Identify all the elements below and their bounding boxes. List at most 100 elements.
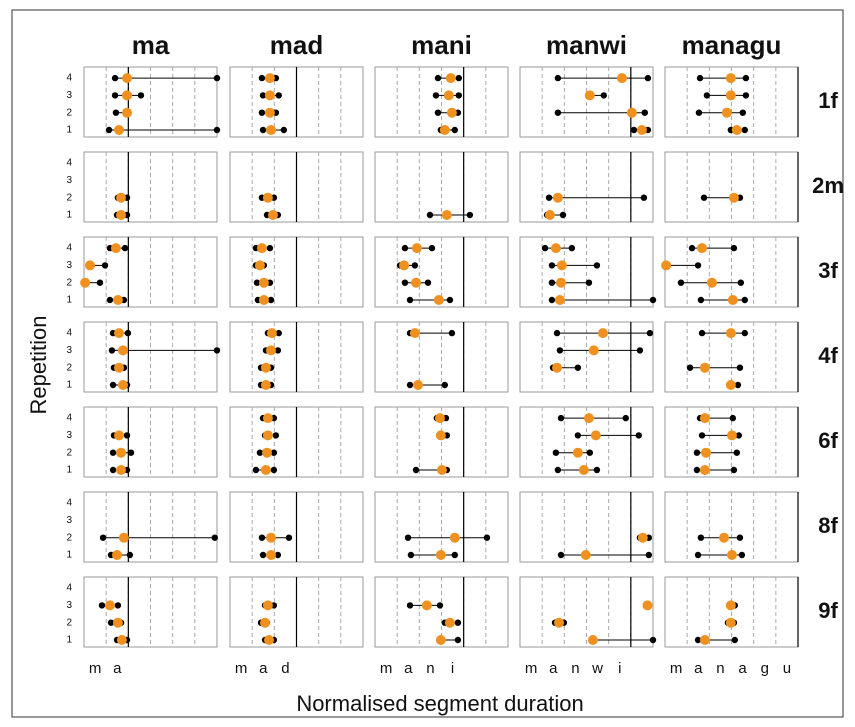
mid-dot — [731, 125, 742, 135]
max-dot — [742, 74, 750, 82]
rep-label: 2 — [66, 192, 72, 203]
rep-label: 3 — [66, 345, 72, 356]
min-dot — [406, 381, 414, 389]
mid-dot — [544, 210, 555, 220]
max-dot — [636, 347, 644, 354]
max-dot — [736, 534, 744, 541]
max-dot — [127, 449, 135, 456]
mid-dot — [266, 550, 277, 560]
min-dot — [111, 74, 119, 82]
mid-dot — [642, 600, 653, 611]
max-dot — [694, 262, 702, 269]
max-dot — [738, 551, 746, 559]
max-dot — [585, 279, 593, 286]
mid-dot — [725, 90, 736, 101]
mid-dot — [435, 635, 446, 645]
min-dot — [111, 92, 119, 99]
mid-dot — [725, 617, 736, 628]
rep-label: 3 — [66, 90, 72, 101]
mid-dot — [590, 430, 601, 441]
max-dot — [114, 602, 122, 609]
speaker-label: 3f — [818, 258, 838, 283]
frame — [11, 9, 844, 718]
mid-dot — [114, 430, 125, 441]
rep-label: 4 — [66, 158, 72, 169]
mid-dot — [550, 243, 561, 254]
max-dot — [622, 414, 629, 422]
min-dot — [108, 347, 116, 354]
rep-label: 3 — [66, 260, 72, 271]
mid-dot — [434, 413, 445, 424]
max-dot — [137, 92, 145, 99]
max-dot — [428, 244, 436, 252]
max-dot — [737, 279, 745, 286]
max-dot — [280, 126, 288, 134]
mid-dot — [556, 260, 567, 271]
mid-dot — [699, 413, 710, 424]
mid-dot — [699, 465, 710, 475]
max-dot — [454, 636, 462, 644]
max-dot — [734, 381, 742, 389]
max-dot — [101, 262, 109, 269]
max-dot — [451, 126, 458, 134]
rep-label: 4 — [66, 413, 72, 424]
max-dot — [483, 534, 491, 541]
max-dot — [586, 449, 594, 456]
mid-dot — [258, 277, 269, 288]
mid-dot — [122, 90, 133, 101]
mid-dot — [699, 635, 710, 645]
mid-dot — [725, 600, 736, 611]
mid-dot — [445, 73, 456, 84]
max-dot — [736, 364, 744, 371]
mid-dot — [256, 243, 267, 254]
max-dot — [733, 449, 741, 456]
mid-dot — [112, 550, 123, 560]
mid-dot — [116, 210, 127, 220]
mid-dot — [80, 277, 91, 288]
mid-dot — [597, 328, 608, 339]
mid-dot — [112, 295, 123, 305]
segment-label: a — [738, 660, 747, 677]
mid-dot — [578, 465, 589, 475]
min-dot — [548, 279, 556, 286]
min-dot — [404, 534, 412, 541]
min-dot — [109, 449, 117, 456]
mid-dot — [726, 550, 737, 560]
mid-dot — [727, 295, 738, 305]
mid-dot — [260, 617, 271, 628]
segment-label: m — [670, 660, 683, 677]
min-dot — [698, 329, 706, 337]
rep-label: 1 — [66, 210, 72, 221]
max-dot — [270, 466, 278, 474]
mid-dot — [114, 328, 125, 339]
mid-dot — [112, 617, 123, 628]
min-dot — [697, 534, 705, 541]
mid-dot — [421, 600, 432, 611]
rep-label: 2 — [66, 277, 72, 288]
max-dot — [741, 296, 748, 304]
rep-label: 4 — [66, 243, 72, 254]
min-dot — [552, 449, 560, 456]
min-dot — [574, 432, 582, 439]
min-dot — [545, 194, 553, 201]
mid-dot — [588, 345, 599, 356]
mid-dot — [583, 413, 594, 424]
mid-dot — [118, 345, 129, 356]
min-dot — [256, 449, 264, 456]
min-dot — [700, 194, 708, 201]
max-dot — [272, 432, 280, 439]
min-dot — [434, 109, 442, 116]
max-dot — [451, 551, 458, 559]
max-dot — [454, 619, 462, 626]
mid-dot — [636, 125, 647, 135]
mid-dot — [266, 532, 277, 543]
mid-dot — [449, 532, 460, 543]
rep-label: 1 — [66, 635, 72, 646]
max-dot — [729, 414, 737, 422]
speaker-label: 9f — [818, 598, 838, 623]
max-dot — [644, 74, 652, 82]
min-dot — [401, 279, 409, 286]
max-dot — [446, 296, 454, 304]
y-axis-title: Repetition — [26, 315, 51, 414]
mid-dot — [268, 210, 279, 220]
